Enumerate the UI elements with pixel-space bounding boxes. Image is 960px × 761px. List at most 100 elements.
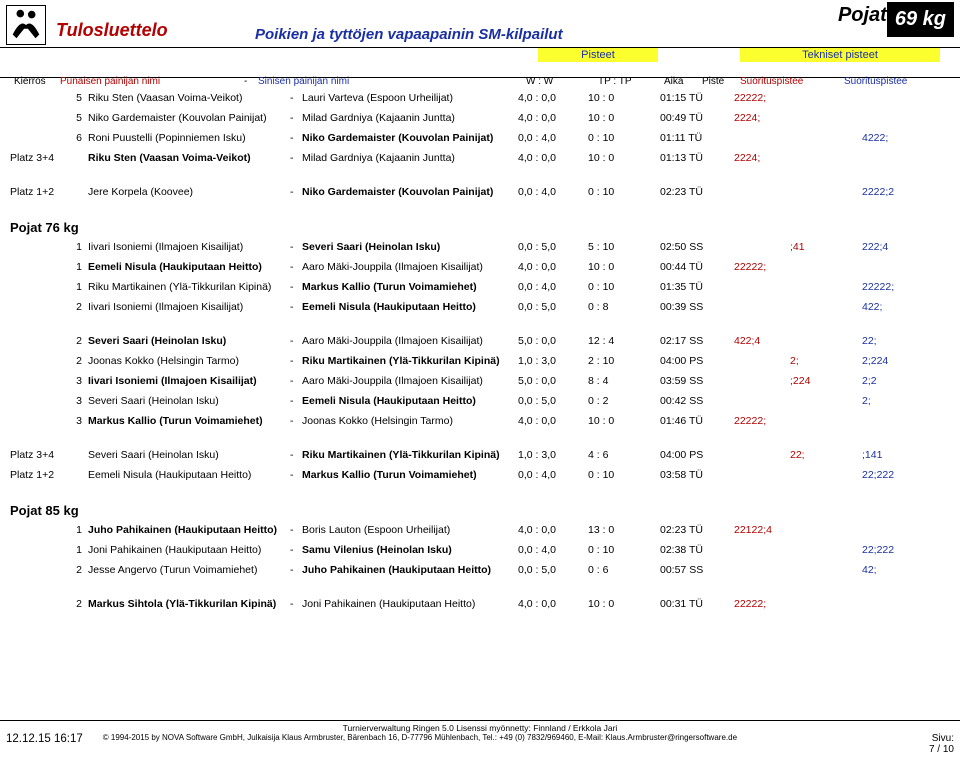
blue-wrestler: Riku Martikainen (Ylä-Tikkurilan Kipinä)	[302, 351, 510, 371]
lbl-tptp: TP : TP	[598, 76, 632, 87]
tptp-cell: 0 : 10	[588, 540, 652, 560]
ww-cell: 1,0 : 3,0	[518, 351, 580, 371]
sp1-cell: ;224	[790, 371, 850, 391]
lbl-sp1: Suorituspistee	[740, 76, 803, 87]
sp2-cell: 222;4	[862, 237, 942, 257]
time-cell: 02:38 TÜ	[660, 540, 724, 560]
match-row: 2Jesse Angervo (Turun Voimamiehet)-Juho …	[10, 560, 950, 580]
round-cell: 1	[32, 237, 82, 257]
time-cell: 01:15 TÜ	[660, 88, 724, 108]
sp1-cell: ;41	[790, 237, 850, 257]
round-cell: 3	[32, 411, 82, 431]
tptp-cell: 10 : 0	[588, 88, 652, 108]
dash: -	[290, 371, 300, 391]
ww-cell: 0,0 : 4,0	[518, 540, 580, 560]
blue-wrestler: Lauri Varteva (Espoon Urheilijat)	[302, 88, 510, 108]
blue-wrestler: Joni Pahikainen (Haukiputaan Heitto)	[302, 594, 510, 614]
round-cell: 2	[32, 297, 82, 317]
round-cell: 2	[32, 560, 82, 580]
tptp-cell: 5 : 10	[588, 237, 652, 257]
blue-wrestler: Joonas Kokko (Helsingin Tarmo)	[302, 411, 510, 431]
page-number: 7 / 10	[929, 744, 954, 755]
time-cell: 03:58 TÜ	[660, 465, 724, 485]
dash: -	[290, 277, 300, 297]
lbl-ww: W : W	[526, 76, 553, 87]
ww-cell: 0,0 : 4,0	[518, 465, 580, 485]
red-wrestler: Joni Pahikainen (Haukiputaan Heitto)	[88, 540, 288, 560]
piste-cell: 422;4	[734, 331, 794, 351]
match-row: Platz 1+2Eemeli Nisula (Haukiputaan Heit…	[10, 465, 950, 485]
red-wrestler: Riku Martikainen (Ylä-Tikkurilan Kipinä)	[88, 277, 288, 297]
pisteet-header: Pisteet	[538, 48, 658, 62]
dash: -	[290, 88, 300, 108]
tptp-cell: 0 : 6	[588, 560, 652, 580]
sp2-cell: 2222;2	[862, 182, 942, 202]
sp2-cell: 22;	[862, 331, 942, 351]
match-row: 3Iivari Isoniemi (Ilmajoen Kisailijat)-A…	[10, 371, 950, 391]
lbl-aika: Aika	[664, 76, 683, 87]
ww-cell: 0,0 : 4,0	[518, 277, 580, 297]
match-row: 2Severi Saari (Heinolan Isku)-Aaro Mäki-…	[10, 331, 950, 351]
match-row: 5Niko Gardemaister (Kouvolan Painijat)-M…	[10, 108, 950, 128]
match-row: 2Iivari Isoniemi (Ilmajoen Kisailijat)-E…	[10, 297, 950, 317]
tptp-cell: 0 : 10	[588, 277, 652, 297]
blue-wrestler: Milad Gardniya (Kajaanin Juntta)	[302, 148, 510, 168]
tptp-cell: 10 : 0	[588, 108, 652, 128]
tptp-cell: 13 : 0	[588, 520, 652, 540]
pojat-label: Pojat	[838, 2, 887, 27]
ww-cell: 0,0 : 5,0	[518, 237, 580, 257]
logo	[6, 5, 46, 45]
red-wrestler: Markus Kallio (Turun Voimamiehet)	[88, 411, 288, 431]
blue-wrestler: Juho Pahikainen (Haukiputaan Heitto)	[302, 560, 510, 580]
dash: -	[290, 465, 300, 485]
time-cell: 02:50 SS	[660, 237, 724, 257]
column-header-row: Pisteet Tekniset pisteet Kierros Punaise…	[0, 48, 960, 78]
time-cell: 00:42 SS	[660, 391, 724, 411]
dash: -	[290, 391, 300, 411]
tptp-cell: 2 : 10	[588, 351, 652, 371]
title-left: Tulosluettelo	[56, 20, 168, 41]
dash: -	[290, 351, 300, 371]
red-wrestler: Joonas Kokko (Helsingin Tarmo)	[88, 351, 288, 371]
match-row: 2Joonas Kokko (Helsingin Tarmo)-Riku Mar…	[10, 351, 950, 371]
ww-cell: 4,0 : 0,0	[518, 594, 580, 614]
dash: -	[290, 540, 300, 560]
blue-wrestler: Markus Kallio (Turun Voimamiehet)	[302, 465, 510, 485]
match-row: Platz 1+2Jere Korpela (Koovee)-Niko Gard…	[10, 182, 950, 202]
dash: -	[290, 108, 300, 128]
sp2-cell: 422;	[862, 297, 942, 317]
dash: -	[290, 445, 300, 465]
blue-wrestler: Boris Lauton (Espoon Urheilijat)	[302, 520, 510, 540]
blue-wrestler: Eemeli Nisula (Haukiputaan Heitto)	[302, 297, 510, 317]
footer-datetime: 12.12.15 16:17	[6, 733, 83, 745]
dash: -	[290, 128, 300, 148]
sp2-cell: 42;	[862, 560, 942, 580]
kg-box: 69 kg	[887, 2, 954, 37]
sp2-cell: 2;	[862, 391, 942, 411]
time-cell: 01:35 TÜ	[660, 277, 724, 297]
blue-wrestler: Aaro Mäki-Jouppila (Ilmajoen Kisailijat)	[302, 371, 510, 391]
blue-wrestler: Aaro Mäki-Jouppila (Ilmajoen Kisailijat)	[302, 331, 510, 351]
blue-wrestler: Samu Vilenius (Heinolan Isku)	[302, 540, 510, 560]
sp2-cell: 22;222	[862, 540, 942, 560]
match-row: 1Riku Martikainen (Ylä-Tikkurilan Kipinä…	[10, 277, 950, 297]
red-wrestler: Markus Sihtola (Ylä-Tikkurilan Kipinä)	[88, 594, 288, 614]
sp2-cell: 2;2	[862, 371, 942, 391]
blue-wrestler: Aaro Mäki-Jouppila (Ilmajoen Kisailijat)	[302, 257, 510, 277]
round-cell: Platz 1+2	[10, 465, 82, 485]
round-cell: 1	[32, 520, 82, 540]
dash: -	[290, 237, 300, 257]
red-wrestler: Severi Saari (Heinolan Isku)	[88, 445, 288, 465]
tptp-cell: 0 : 2	[588, 391, 652, 411]
dash: -	[290, 411, 300, 431]
dash: -	[290, 257, 300, 277]
match-row: 2Markus Sihtola (Ylä-Tikkurilan Kipinä)-…	[10, 594, 950, 614]
red-wrestler: Niko Gardemaister (Kouvolan Painijat)	[88, 108, 288, 128]
sivu-label: Sivu:	[932, 733, 954, 744]
tptp-cell: 0 : 8	[588, 297, 652, 317]
round-cell: 3	[32, 371, 82, 391]
blue-wrestler: Severi Saari (Heinolan Isku)	[302, 237, 510, 257]
time-cell: 04:00 PS	[660, 351, 724, 371]
dash: -	[290, 148, 300, 168]
ww-cell: 4,0 : 0,0	[518, 411, 580, 431]
